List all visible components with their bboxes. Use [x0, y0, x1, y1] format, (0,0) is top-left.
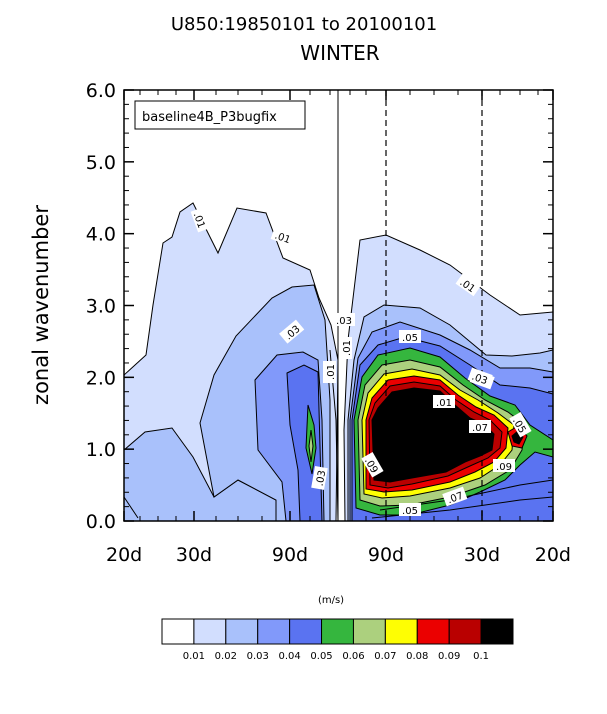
colorbar: 0.01 0.02 0.03 0.04 0.05 0.06 0.07 0.08 0.09 0.1: [161, 618, 514, 662]
contour-label-text: .05: [402, 333, 418, 344]
contour-label-text: .01: [273, 231, 292, 247]
contour-label-text: .03: [336, 316, 352, 327]
chart-title-line1: U850:19850101 to 20100101: [171, 14, 437, 35]
colorbar-tick-label: 0.03: [247, 651, 269, 662]
colorbar-tick-label: 0.09: [438, 651, 460, 662]
y-tick-label: 6.0: [86, 80, 116, 102]
contour-label: .07: [442, 486, 468, 507]
units-label: (m/s): [318, 595, 344, 606]
contour-label-bg: [433, 395, 455, 408]
y-tick-label: 2.0: [86, 367, 116, 389]
colorbar-tick-label: 0.04: [279, 651, 301, 662]
colorbar-swatch: [225, 618, 259, 645]
contour-label: .01: [433, 395, 455, 409]
colorbar-swatch: [448, 618, 482, 645]
colorbar-tick-label: 0.07: [374, 651, 396, 662]
contour-label-bg: [469, 420, 491, 433]
x-tick-label: 90d: [368, 544, 404, 566]
contour-label-bg: [323, 361, 336, 383]
colorbar-tick-label: 0.08: [406, 651, 428, 662]
contour-label-bg: [190, 207, 211, 233]
y-tick-label: 0.0: [86, 511, 116, 533]
x-tick-label: 20d: [535, 544, 571, 566]
contour-label: .01: [190, 207, 211, 233]
contour-label: .05: [399, 503, 421, 517]
contour-label: .09: [493, 459, 515, 473]
y-tick-label: 4.0: [86, 224, 116, 246]
contour-label-bg: [279, 319, 305, 344]
contour-label: .01: [339, 337, 353, 359]
contour-label-bg: [333, 313, 355, 326]
colorbar-swatch: [352, 618, 386, 645]
colorbar-swatch: [257, 618, 291, 645]
contour-label-text: .01: [342, 340, 353, 356]
contour-label: .03: [333, 313, 355, 327]
contour-label: .05: [399, 330, 421, 344]
contour-label-text: .03: [470, 372, 489, 388]
contour-line-left-a: [124, 496, 139, 519]
colorbar-swatch: [416, 618, 450, 645]
y-tick-label: 5.0: [86, 152, 116, 174]
x-tick-label: 30d: [176, 544, 212, 566]
contour-label-text: .01: [436, 398, 452, 409]
colorbar-swatch: [480, 618, 514, 645]
y-tick-label: 3.0: [86, 296, 116, 318]
contour-label-bg: [442, 486, 468, 507]
y-axis: 0.0 1.0 2.0 3.0 4.0 5.0 6.0: [86, 80, 553, 533]
contour-label: .01: [323, 361, 337, 383]
contour-label-text: .03: [315, 469, 329, 487]
contour-label: .07: [469, 420, 491, 434]
contour-label-text: .05: [402, 506, 418, 517]
colorbar-tick-label: 0.01: [183, 651, 205, 662]
contour-label-text: .07: [472, 423, 488, 434]
colorbar-swatch: [289, 618, 323, 645]
contour-label-bg: [455, 272, 482, 297]
contour-label-text: .09: [496, 462, 512, 473]
x-tick-label: 20d: [106, 544, 142, 566]
contour-label: .03: [467, 367, 493, 388]
colorbar-tick-label: 0.02: [215, 651, 237, 662]
colorbar-swatch: [321, 618, 354, 645]
contour-label-bg: [509, 411, 532, 438]
x-tick-label: 90d: [272, 544, 308, 566]
contour-label-bg: [399, 503, 421, 516]
colorbar-swatch: [384, 618, 418, 645]
contour-field: [124, 202, 553, 521]
colorbar-tick-label: 0.06: [342, 651, 364, 662]
contour-label-text: .07: [446, 491, 465, 507]
contour-label: .01: [270, 226, 296, 247]
y-axis-label: zonal wavenumber: [29, 205, 53, 405]
colorbar-swatch: [193, 618, 227, 645]
contour-label: .03: [311, 465, 329, 490]
contour-label-bg: [399, 330, 421, 343]
x-axis: 20d 30d 90d 90d 30d 20d: [106, 90, 571, 566]
legend-label: baseline4B_P3bugfix: [142, 110, 277, 125]
colorbar-tick-label: 0.05: [310, 651, 332, 662]
contour-label-bg: [311, 465, 328, 490]
contour-label-bg: [361, 451, 384, 478]
colorbar-swatch: [161, 618, 195, 645]
legend-box: [134, 100, 306, 130]
contour-label-bg: [493, 459, 515, 472]
y-tick-label: 1.0: [86, 439, 116, 461]
colorbar-tick-label: 0.1: [473, 651, 489, 662]
contour-label-bg: [467, 367, 493, 388]
contour-labels: .01.01.01.03.01.01.03.03.05.01.03.07.05.…: [190, 207, 532, 517]
contour-label-text: .01: [191, 211, 207, 230]
chart-title-line2: WINTER: [300, 41, 379, 65]
contour-label-bg: [270, 226, 296, 247]
x-tick-label: 30d: [464, 544, 500, 566]
contour-label-text: .01: [326, 364, 337, 380]
contour-fill-left-07: [308, 429, 314, 463]
contour-label-bg: [339, 337, 352, 359]
